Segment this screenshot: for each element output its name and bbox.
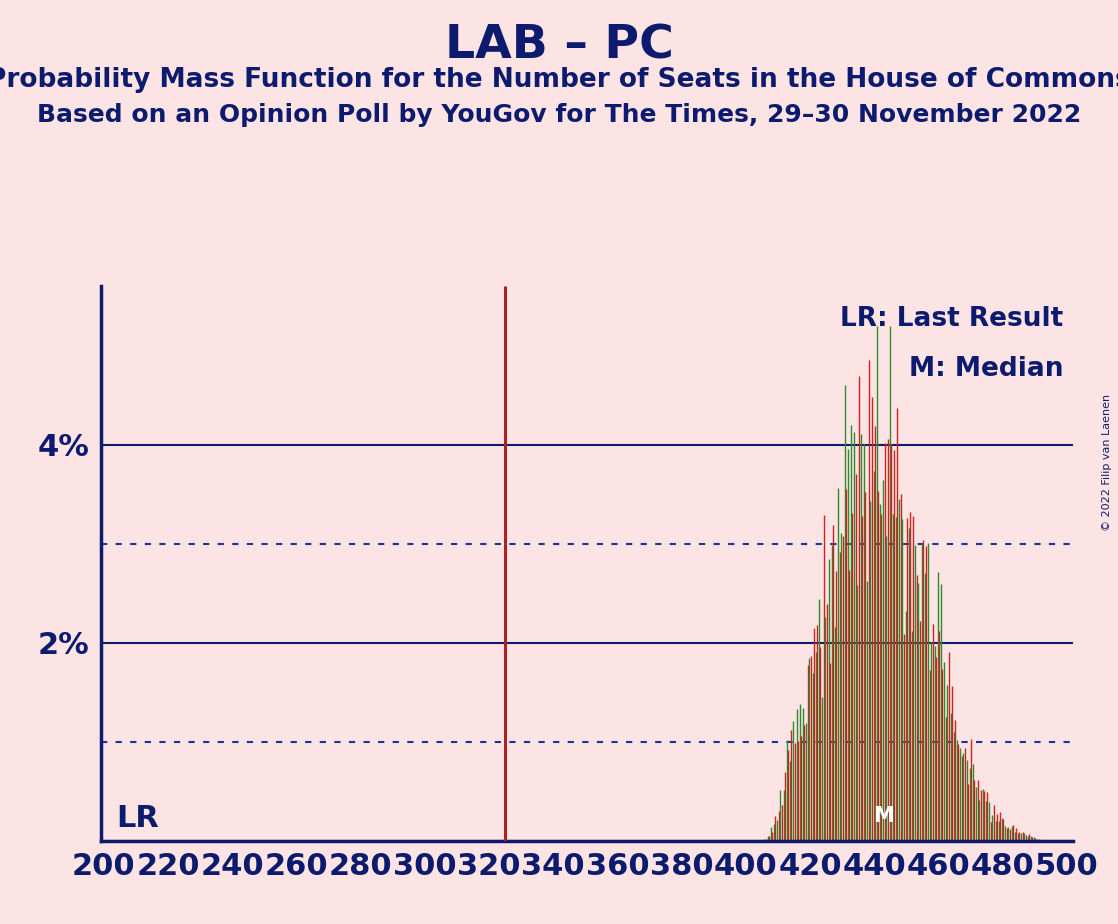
Text: Probability Mass Function for the Number of Seats in the House of Commons: Probability Mass Function for the Number… xyxy=(0,67,1118,92)
Text: © 2022 Filip van Laenen: © 2022 Filip van Laenen xyxy=(1102,394,1112,530)
Text: M: M xyxy=(873,806,894,826)
Text: M: Median: M: Median xyxy=(909,356,1063,382)
Text: LR: LR xyxy=(116,804,160,833)
Text: Based on an Opinion Poll by YouGov for The Times, 29–30 November 2022: Based on an Opinion Poll by YouGov for T… xyxy=(37,103,1081,128)
Text: LR: Last Result: LR: Last Result xyxy=(841,306,1063,332)
Text: LAB – PC: LAB – PC xyxy=(445,23,673,68)
